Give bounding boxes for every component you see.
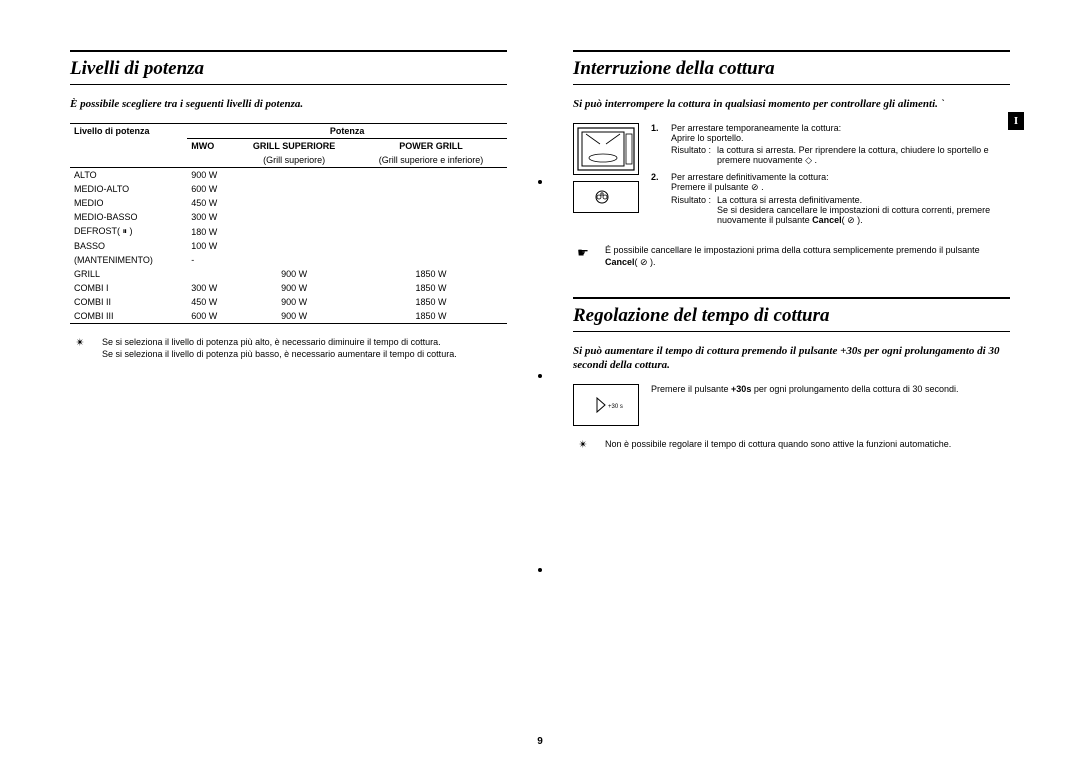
microwave-open-icon [573,123,639,175]
step2-result: La cottura si arresta definitivamente. S… [717,195,1010,226]
left-column: Livelli di potenza È possibile scegliere… [70,50,507,572]
left-section-title: Livelli di potenza [70,50,507,85]
plus30s-button-icon: +30 s [573,384,639,426]
table-row: (MANTENIMENTO)- [70,253,507,267]
table-row: COMBI I300 W900 W1850 W [70,281,507,295]
step2-text: Per arrestare definitivamente la cottura… [671,172,1010,193]
step1-text: Per arrestare temporaneamente la cottura… [671,123,1010,143]
left-note: ✴ Se si seleziona il livello di potenza … [70,336,507,360]
sec1-steps: 1. Per arrestare temporaneamente la cott… [573,123,1010,232]
th-grill-sup-note: (Grill superiore) [233,153,355,168]
power-table: Livello di potenza Potenza MWO GRILL SUP… [70,123,507,324]
th-power-grill: POWER GRILL [355,139,507,154]
step1-result-label: Risultato : [671,145,711,166]
sec2-note-text: Non è possibile regolare il tempo di cot… [605,438,951,453]
sec2-step-text: Premere il pulsante +30s per ogni prolun… [651,384,1010,394]
left-note-text: Se si seleziona il livello di potenza pi… [102,336,457,360]
table-row: ALTO900 W [70,168,507,183]
step2-num: 2. [651,172,665,226]
sec2-intro: Si può aumentare il tempo di cottura pre… [573,344,1010,373]
sec1-hand-text: É possibile cancellare le impostazioni p… [605,244,1010,268]
left-intro: È possibile scegliere tra i seguenti liv… [70,97,507,111]
table-row: DEFROST( ⏸ )180 W [70,224,507,239]
plus30s-label: +30 s [608,404,623,410]
cancel-button-icon [573,181,639,213]
step2-result-label: Risultato : [671,195,711,226]
sec2-step: +30 s Premere il pulsante +30s per ogni … [573,384,1010,426]
table-row: MEDIO450 W [70,196,507,210]
note-icon: ✴ [573,438,593,453]
table-row: MEDIO-BASSO300 W [70,210,507,224]
page-number: 9 [537,736,543,747]
table-row: COMBI II450 W900 W1850 W [70,295,507,309]
table-row: BASSO100 W [70,239,507,253]
th-grill-sup: GRILL SUPERIORE [233,139,355,154]
th-mwo: MWO [187,139,233,154]
side-tab: I [1008,112,1024,130]
sec2-title: Regolazione del tempo di cottura [573,297,1010,332]
sec1-title: Interruzione della cottura [573,50,1010,85]
hand-icon: ☛ [573,244,593,268]
table-row: MEDIO-ALTO600 W [70,182,507,196]
right-column: Interruzione della cottura Si può interr… [573,50,1010,572]
table-row: COMBI III600 W900 W1850 W [70,309,507,324]
sec1-hand-note: ☛ É possibile cancellare le impostazioni… [573,244,1010,268]
th-power: Potenza [187,124,507,139]
th-level: Livello di potenza [70,124,187,168]
sec2-note: ✴ Non è possibile regolare il tempo di c… [573,438,1010,453]
table-row: GRILL900 W1850 W [70,267,507,281]
note-icon: ✴ [70,336,90,360]
th-power-grill-note: (Grill superiore e inferiore) [355,153,507,168]
sec1-intro: Si può interrompere la cottura in qualsi… [573,97,1010,111]
column-divider [537,50,543,572]
step1-num: 1. [651,123,665,166]
step1-result: la cottura si arresta. Per riprendere la… [717,145,1010,166]
power-table-body: ALTO900 WMEDIO-ALTO600 WMEDIO450 WMEDIO-… [70,168,507,324]
